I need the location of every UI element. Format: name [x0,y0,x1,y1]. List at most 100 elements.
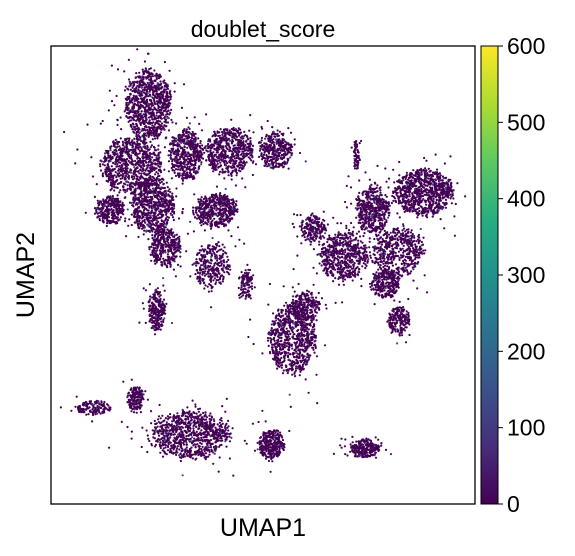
scatter-point [149,75,152,78]
scatter-point [232,160,235,163]
scatter-point [241,137,244,140]
scatter-point [130,201,133,204]
scatter-point [150,200,153,203]
scatter-point [222,149,225,152]
scatter-point [157,205,160,208]
scatter-point [159,98,162,102]
scatter-point [230,155,233,158]
scatter-point [165,96,168,99]
scatter-point [270,166,273,169]
scatter-point [200,224,203,227]
scatter-point [152,82,155,85]
scatter-point [223,224,226,228]
scatter-point [228,214,231,217]
scatter-point [243,152,246,155]
scatter-point [284,144,287,147]
scatter-point [183,148,186,152]
scatter-point [109,205,112,208]
scatter-point [155,221,158,225]
scatter-point [105,166,108,169]
scatter-point [141,98,144,101]
scatter-point [199,142,202,145]
scatter-point [283,155,286,159]
scatter-point [132,201,135,204]
scatter-point [137,160,140,163]
scatter-point [157,158,160,161]
scatter-point [186,171,189,174]
scatter-point [195,154,198,158]
scatter-point [146,109,149,112]
scatter-point [163,128,166,131]
scatter-point [143,125,146,128]
scatter-point [260,125,263,129]
scatter-point [145,101,148,104]
scatter-point [181,178,184,181]
scatter-point [103,152,107,155]
scatter-point [135,137,138,140]
scatter-point [151,242,154,245]
scatter-point [115,94,118,98]
scatter-point [148,82,151,85]
scatter-point [144,92,148,95]
scatter-point [157,93,160,96]
scatter-point [100,211,103,214]
scatter-point [142,157,145,160]
scatter-point [227,174,230,177]
scatter-point [227,144,230,147]
scatter-point [133,84,136,87]
scatter-point [150,212,153,215]
scatter-point [134,76,137,79]
scatter-point [142,113,145,116]
scatter-point [166,219,169,222]
scatter-point [157,126,160,129]
scatter-point [171,148,174,151]
scatter-point [142,91,146,94]
scatter-point [179,251,182,254]
scatter-point [207,157,210,160]
scatter-point [232,162,235,165]
scatter-point [139,137,142,140]
scatter-point [132,123,135,126]
scatter-point [148,112,151,115]
scatter-point [103,213,106,216]
scatter-point [229,139,232,142]
scatter-point [127,224,130,227]
scatter-point [154,117,158,120]
scatter-point [152,90,155,93]
scatter-point [131,144,134,147]
scatter-point [163,195,166,198]
scatter-point [165,223,168,226]
scatter-point [111,156,114,159]
scatter-point [146,224,149,227]
scatter-point [148,248,151,251]
scatter-point [235,135,239,139]
scatter-point [145,90,149,93]
scatter-point [125,162,128,166]
scatter-point [272,130,275,133]
scatter-point [164,118,167,121]
scatter-point [260,154,263,157]
scatter-point [266,158,269,161]
scatter-point [127,111,130,114]
scatter-point [139,103,142,106]
scatter-point [153,159,156,162]
scatter-point [213,217,216,220]
scatter-point [119,189,122,192]
scatter-point [114,163,117,166]
scatter-point [109,149,112,152]
scatter-point [119,154,122,157]
scatter-point [238,157,241,160]
scatter-point [167,255,170,259]
scatter-point [169,265,172,268]
scatter-point [170,233,173,237]
scatter-point [263,164,267,167]
scatter-point [183,139,186,143]
scatter-point [138,157,142,160]
scatter-point [140,79,143,82]
scatter-point [192,211,195,214]
scatter-point [156,84,159,87]
scatter-point [110,165,113,168]
scatter-point [155,128,159,132]
scatter-point [166,186,169,189]
